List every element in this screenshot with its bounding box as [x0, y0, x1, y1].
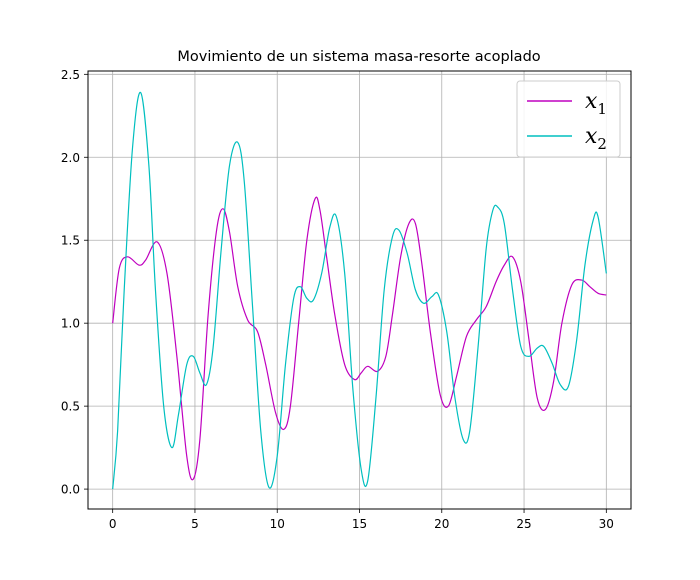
chart-title: Movimiento de un sistema masa-resorte ac… [177, 49, 540, 65]
x-tick-label: 25 [516, 517, 531, 531]
y-tick-label: 0.0 [61, 483, 80, 497]
series-line-x2 [112, 91, 607, 490]
y-tick-label: 2.0 [61, 151, 80, 165]
legend-label-subscript: 1 [597, 100, 607, 118]
legend-box [516, 80, 621, 158]
ticks: 0 5 10 15 20 25 30 0.0 0.5 1.0 1.5 2.0 2.5 [61, 68, 614, 531]
legend-label: x1 [585, 89, 607, 118]
y-tick-label: 2.5 [61, 68, 80, 82]
y-tick-label: 1.0 [61, 317, 80, 331]
y-tick-label: 1.5 [61, 234, 80, 248]
x-tick-label: 20 [434, 517, 449, 531]
grid [88, 71, 631, 509]
x-tick-label: 0 [109, 517, 117, 531]
series-line-x1 [112, 196, 607, 481]
legend-label-name: x [585, 89, 598, 114]
x-tick-label: 30 [599, 517, 614, 531]
x-tick-label: 10 [270, 517, 285, 531]
legend-label-subscript: 2 [597, 135, 607, 153]
series-layer [112, 91, 607, 490]
legend-label: x2 [585, 124, 607, 153]
x-tick-label: 15 [352, 517, 367, 531]
x-tick-label: 5 [191, 517, 199, 531]
y-tick-label: 0.5 [61, 400, 80, 414]
legend-label-name: x [585, 124, 598, 149]
